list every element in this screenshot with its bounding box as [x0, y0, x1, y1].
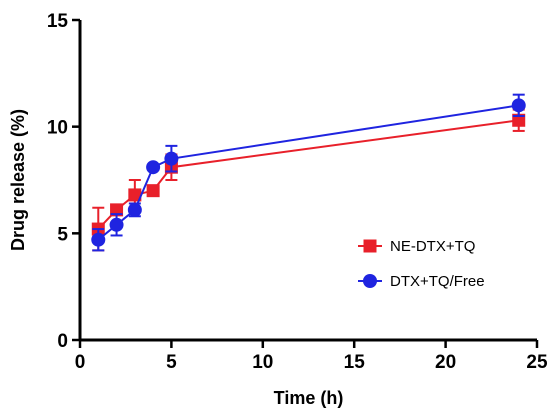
y-tick-label: 15 [47, 11, 69, 32]
legend-label: DTX+TQ/Free [390, 273, 485, 290]
axes: 0 5 10 15 20 25 0 5 10 15 [47, 11, 548, 373]
x-tick-label: 0 [75, 352, 86, 373]
x-tick-label: 20 [435, 352, 456, 373]
data-point-square [128, 188, 142, 202]
series-2 [91, 93, 526, 252]
x-tick-label: 15 [344, 352, 366, 373]
legend-label: NE-DTX+TQ [390, 238, 475, 255]
x-tick-label: 25 [526, 352, 548, 373]
series-line [97, 119, 519, 230]
legend: NE-DTX+TQ DTX+TQ/Free [358, 238, 485, 290]
series-layer [91, 93, 526, 252]
data-point-square [146, 184, 160, 198]
legend-marker-square [363, 239, 377, 253]
data-point-square [512, 113, 526, 127]
y-tick-label: 10 [47, 118, 68, 139]
x-tick-label: 5 [166, 352, 177, 373]
series-1 [91, 108, 526, 252]
data-point-circle [164, 151, 179, 166]
data-point-circle [511, 98, 526, 113]
series-line [97, 104, 519, 241]
x-axis-title: Time (h) [274, 388, 344, 408]
data-point-circle [127, 202, 142, 217]
data-point-circle [109, 217, 124, 232]
data-point-square [110, 203, 124, 217]
data-point-circle [91, 232, 106, 247]
legend-item: DTX+TQ/Free [358, 273, 485, 290]
x-tick-label: 10 [252, 352, 273, 373]
legend-item: NE-DTX+TQ [358, 238, 475, 255]
data-point-circle [146, 160, 161, 175]
y-axis-title: Drug release (%) [8, 109, 28, 251]
y-tick-label: 0 [57, 331, 68, 352]
legend-marker-circle [363, 274, 377, 288]
y-tick-label: 5 [57, 224, 68, 245]
